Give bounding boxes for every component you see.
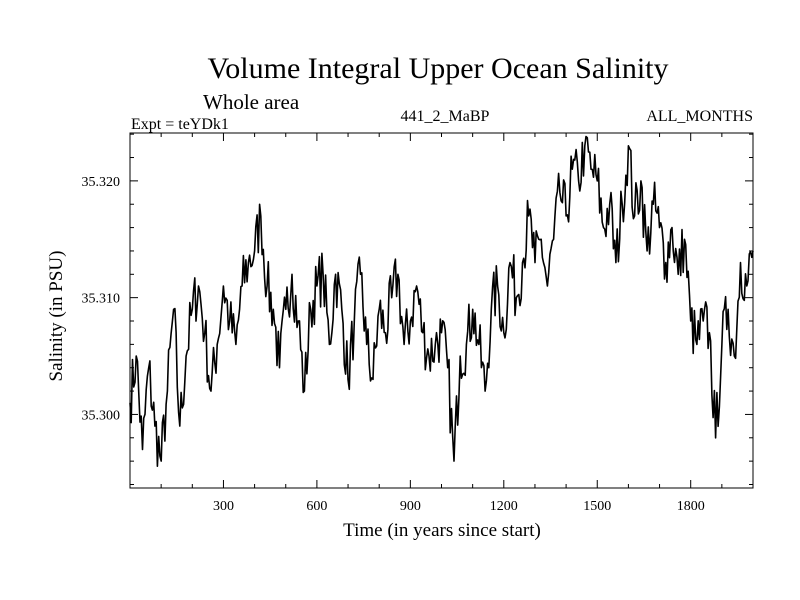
x-axis-label: Time (in years since start) <box>343 520 541 541</box>
x-tick-label: 900 <box>400 499 421 514</box>
y-tick-label: 35.320 <box>82 175 121 190</box>
months-label: ALL_MONTHS <box>646 108 753 125</box>
chart-subtitle: Whole area <box>203 90 300 114</box>
x-tick-label: 1800 <box>677 499 705 514</box>
chart-title: Volume Integral Upper Ocean Salinity <box>207 52 669 85</box>
x-tick-label: 1500 <box>583 499 611 514</box>
run-label: 441_2_MaBP <box>400 108 490 125</box>
axis-ticks <box>130 133 753 488</box>
experiment-label: Expt = teYDk1 <box>131 116 229 133</box>
x-tick-label: 600 <box>306 499 327 514</box>
tick-labels: 300 600 900 1200 1500 1800 35.300 35.310 35.320 <box>82 175 705 514</box>
salinity-series-line <box>129 135 754 467</box>
x-tick-label: 1200 <box>490 499 518 514</box>
y-tick-label: 35.300 <box>82 408 121 423</box>
x-tick-label: 300 <box>213 499 234 514</box>
plot-frame <box>129 132 754 489</box>
y-tick-label: 35.310 <box>82 292 121 307</box>
